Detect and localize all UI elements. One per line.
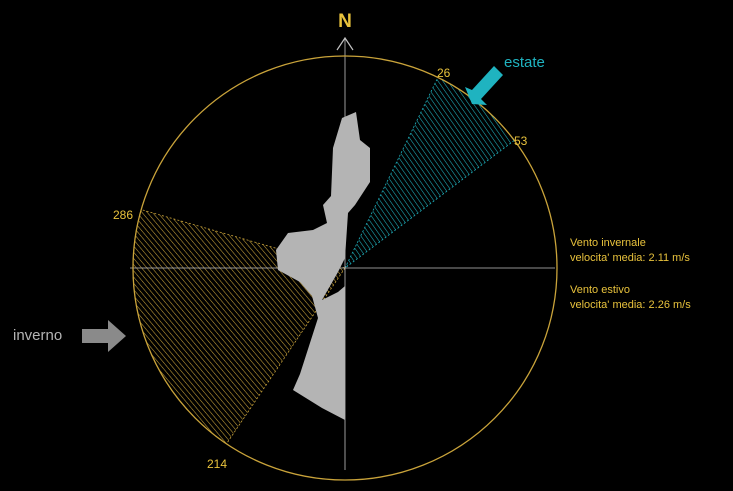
compass-circle — [132, 55, 558, 481]
arrow-down-left-icon — [465, 66, 503, 105]
summer-wind-title: Vento estivo — [570, 284, 630, 296]
summer-callout: estate — [465, 54, 545, 105]
north-label: N — [338, 11, 352, 32]
winter-sector-start-label: 214 — [207, 457, 227, 471]
arrow-right-icon — [82, 320, 126, 352]
winter-sector-end-label: 286 — [113, 208, 133, 222]
summer-sector-start-label: 26 — [437, 66, 451, 80]
north-marker: N — [336, 11, 354, 51]
chevron-up-icon — [336, 36, 354, 51]
summer-wind-speed: velocita' media: 2.26 m/s — [570, 299, 691, 311]
summer-wind-sector — [344, 76, 515, 269]
building-plan — [276, 112, 370, 420]
summer-label: estate — [504, 54, 545, 71]
wind-speed-info: Vento invernale velocita' media: 2.11 m/… — [570, 237, 691, 311]
winter-wind-title: Vento invernale — [570, 237, 646, 249]
winter-callout: inverno — [13, 320, 126, 352]
winter-wind-speed: velocita' media: 2.11 m/s — [570, 252, 690, 264]
winter-label: inverno — [13, 327, 62, 344]
summer-sector-end-label: 53 — [514, 134, 528, 148]
